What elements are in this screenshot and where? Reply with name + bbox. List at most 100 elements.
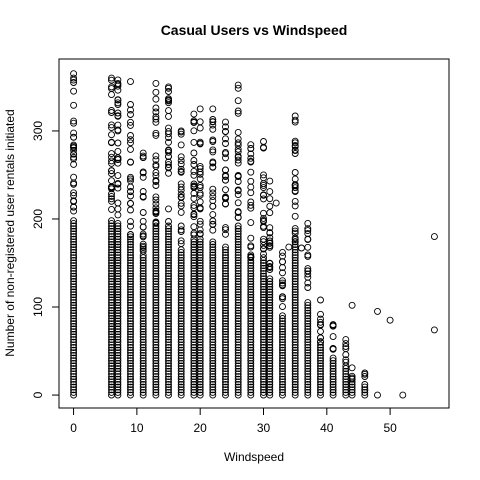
- data-point: [152, 388, 160, 396]
- data-point: [152, 283, 160, 291]
- data-point: [304, 359, 312, 367]
- data-point: [152, 344, 160, 351]
- data-point: [304, 370, 312, 378]
- data-point: [139, 346, 147, 354]
- data-point: [260, 272, 267, 280]
- data-point: [70, 251, 78, 259]
- data-point: [222, 127, 229, 135]
- data-point: [177, 328, 185, 336]
- data-point: [196, 320, 204, 328]
- data-point: [152, 322, 160, 330]
- data-point: [70, 189, 78, 197]
- data-point: [190, 110, 198, 118]
- data-point: [234, 272, 242, 280]
- data-point: [209, 293, 217, 301]
- data-point: [127, 118, 134, 126]
- data-point: [247, 278, 255, 285]
- data-point: [127, 192, 134, 200]
- data-point: [222, 230, 229, 238]
- data-point: [266, 301, 274, 309]
- data-point: [70, 336, 78, 344]
- data-point: [317, 338, 324, 346]
- data-point: [247, 312, 255, 320]
- data-point: [127, 391, 134, 399]
- data-point: [291, 141, 299, 149]
- data-point: [222, 296, 229, 304]
- data-point: [127, 307, 134, 314]
- data-point: [209, 221, 217, 228]
- data-point: [222, 291, 229, 299]
- data-point: [108, 185, 115, 193]
- data-point: [152, 367, 160, 375]
- data-point: [266, 177, 274, 185]
- data-point: [127, 101, 134, 108]
- data-point: [247, 272, 255, 280]
- data-point: [139, 388, 147, 396]
- data-point: [234, 262, 242, 270]
- data-point: [165, 312, 172, 320]
- data-point: [222, 317, 229, 325]
- data-point: [234, 152, 242, 160]
- data-point: [279, 320, 286, 328]
- data-point: [222, 365, 229, 373]
- data-point: [177, 280, 185, 288]
- data-point: [139, 317, 147, 325]
- data-point: [196, 238, 204, 246]
- data-point: [348, 364, 356, 372]
- data-point: [222, 293, 229, 301]
- data-point: [196, 124, 204, 132]
- data-point: [304, 344, 312, 351]
- data-point: [266, 299, 274, 307]
- data-point: [291, 147, 299, 154]
- data-point: [127, 270, 134, 278]
- data-point: [114, 341, 122, 349]
- data-point: [247, 307, 255, 314]
- data-point: [222, 309, 229, 317]
- data-point: [247, 301, 255, 309]
- data-point: [222, 383, 229, 391]
- data-point: [279, 370, 286, 378]
- data-point: [291, 285, 299, 293]
- data-point: [291, 246, 299, 254]
- data-point: [177, 333, 185, 341]
- data-point: [209, 391, 217, 399]
- data-point: [291, 307, 299, 314]
- data-point: [127, 362, 134, 370]
- data-point: [190, 118, 198, 126]
- data-point: [190, 194, 198, 202]
- data-point: [127, 370, 134, 378]
- data-point: [114, 304, 122, 312]
- data-point: [266, 285, 274, 293]
- data-point: [342, 356, 350, 364]
- data-point: [234, 84, 242, 92]
- data-point: [247, 304, 255, 312]
- data-point: [329, 359, 337, 367]
- data-point: [291, 322, 299, 330]
- data-point: [329, 367, 337, 375]
- data-point: [152, 222, 160, 230]
- data-point: [209, 357, 217, 365]
- data-point: [266, 388, 274, 396]
- data-point: [139, 378, 147, 386]
- data-point: [196, 307, 204, 314]
- data-point: [127, 243, 134, 251]
- data-point: [317, 370, 324, 378]
- data-point: [266, 370, 274, 378]
- data-point: [329, 357, 337, 365]
- data-point: [266, 381, 274, 388]
- data-point: [222, 123, 229, 131]
- data-point: [177, 330, 185, 338]
- data-point: [165, 359, 172, 367]
- data-point: [222, 299, 229, 307]
- data-point: [234, 238, 242, 246]
- data-point: [139, 299, 147, 307]
- data-point: [304, 304, 312, 312]
- data-point: [70, 299, 78, 307]
- data-point: [196, 312, 204, 320]
- data-point: [152, 259, 160, 267]
- data-point: [260, 254, 267, 262]
- data-point: [70, 192, 78, 199]
- data-point: [152, 267, 160, 275]
- data-point: [165, 351, 172, 359]
